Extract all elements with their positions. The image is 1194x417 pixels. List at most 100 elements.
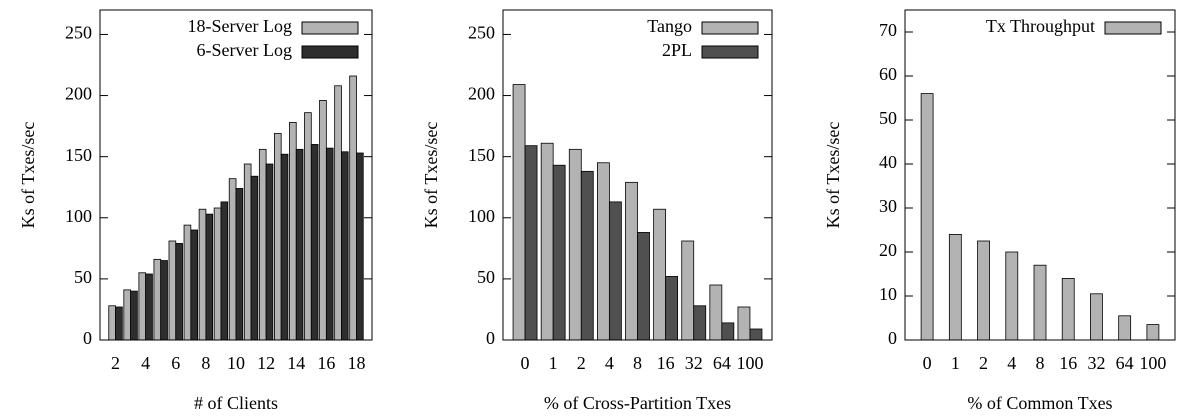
plot-frame bbox=[904, 9, 1176, 341]
bar bbox=[552, 164, 566, 341]
x-tick-label: 100 bbox=[736, 353, 763, 373]
bar bbox=[709, 284, 723, 341]
bar bbox=[1061, 277, 1075, 341]
y-tick-label: 70 bbox=[879, 20, 897, 40]
bar bbox=[325, 147, 334, 341]
bar bbox=[235, 188, 244, 341]
x-tick-label: 16 bbox=[317, 353, 335, 373]
bar bbox=[160, 260, 168, 341]
bar bbox=[138, 272, 147, 341]
bar bbox=[153, 258, 162, 341]
bar bbox=[1005, 251, 1019, 341]
x-tick-label: 8 bbox=[1036, 353, 1045, 373]
bar bbox=[265, 163, 274, 341]
bar bbox=[349, 75, 357, 341]
y-tick-label: 50 bbox=[477, 267, 495, 287]
bar bbox=[168, 240, 177, 341]
y-tick-label: 0 bbox=[83, 328, 92, 348]
y-tick-label: 40 bbox=[879, 152, 897, 172]
bar bbox=[524, 145, 538, 341]
y-tick-label: 50 bbox=[74, 267, 92, 287]
bar bbox=[205, 213, 214, 341]
y-tick-label: 0 bbox=[486, 328, 495, 348]
x-tick-label: 2 bbox=[111, 353, 120, 373]
x-tick-label: 2 bbox=[577, 353, 586, 373]
legend-swatch bbox=[701, 45, 759, 59]
x-tick-label: 64 bbox=[713, 353, 731, 373]
y-tick-label: 200 bbox=[65, 84, 92, 104]
bar bbox=[681, 240, 695, 341]
bar bbox=[198, 208, 207, 341]
bar bbox=[568, 148, 582, 341]
y-tick-label: 200 bbox=[468, 84, 495, 104]
legend-swatch bbox=[1104, 21, 1162, 35]
y-tick-label: 20 bbox=[879, 240, 897, 260]
bar bbox=[1090, 293, 1103, 341]
bar bbox=[289, 122, 297, 341]
y-tick-label: 0 bbox=[888, 328, 897, 348]
y-tick-label: 250 bbox=[65, 23, 92, 43]
bar bbox=[108, 305, 116, 341]
bar bbox=[580, 170, 594, 341]
x-axis-label: % of Common Txes bbox=[967, 393, 1112, 413]
legend-label: Tx Throughput bbox=[986, 16, 1095, 36]
bar bbox=[258, 148, 267, 341]
plot-frame bbox=[502, 9, 773, 341]
y-tick-label: 30 bbox=[879, 196, 897, 216]
bar bbox=[190, 229, 199, 341]
legend-label: Tango bbox=[647, 16, 692, 36]
bar bbox=[625, 181, 638, 341]
bar bbox=[665, 276, 679, 341]
bar bbox=[183, 224, 192, 341]
x-tick-label: 1 bbox=[549, 353, 558, 373]
x-tick-label: 16 bbox=[1059, 353, 1077, 373]
y-tick-label: 100 bbox=[65, 206, 92, 226]
bar bbox=[721, 322, 735, 341]
bar bbox=[693, 305, 707, 341]
bar bbox=[596, 162, 610, 341]
y-axis-label: Ks of Txes/sec bbox=[18, 122, 38, 229]
bar bbox=[948, 233, 962, 341]
legend-label: 18-Server Log bbox=[188, 16, 292, 36]
bar bbox=[228, 178, 237, 341]
legend-label: 6-Server Log bbox=[197, 40, 292, 60]
plot-frame bbox=[99, 9, 373, 341]
x-tick-label: 12 bbox=[257, 353, 275, 373]
x-tick-label: 4 bbox=[605, 353, 614, 373]
bar bbox=[737, 306, 751, 341]
bar bbox=[213, 207, 222, 341]
legend-label: 2PL bbox=[662, 40, 692, 60]
legend-swatch bbox=[301, 45, 359, 59]
y-axis-label: Ks of Txes/sec bbox=[823, 122, 843, 229]
x-tick-label: 16 bbox=[657, 353, 675, 373]
x-tick-label: 100 bbox=[1139, 353, 1166, 373]
x-tick-label: 8 bbox=[201, 353, 210, 373]
x-tick-label: 0 bbox=[521, 353, 530, 373]
x-tick-label: 64 bbox=[1116, 353, 1134, 373]
bar bbox=[341, 151, 349, 341]
bar bbox=[637, 232, 650, 341]
legend-swatch bbox=[301, 21, 359, 35]
x-tick-label: 1 bbox=[951, 353, 960, 373]
x-tick-label: 0 bbox=[923, 353, 932, 373]
bar bbox=[273, 133, 282, 341]
x-tick-label: 4 bbox=[1007, 353, 1016, 373]
y-tick-label: 150 bbox=[468, 145, 495, 165]
x-tick-label: 14 bbox=[287, 353, 305, 373]
bar bbox=[280, 153, 289, 341]
x-tick-label: 10 bbox=[227, 353, 245, 373]
x-tick-label: 32 bbox=[685, 353, 703, 373]
bar bbox=[920, 93, 934, 341]
bar bbox=[749, 328, 763, 341]
x-tick-label: 2 bbox=[979, 353, 988, 373]
bar bbox=[310, 144, 319, 341]
x-tick-label: 4 bbox=[141, 353, 150, 373]
bar bbox=[977, 240, 990, 341]
bar bbox=[356, 152, 364, 341]
x-tick-label: 6 bbox=[171, 353, 180, 373]
bar bbox=[512, 84, 526, 341]
x-axis-label: # of Clients bbox=[194, 393, 278, 413]
bar bbox=[243, 163, 252, 341]
x-tick-label: 8 bbox=[633, 353, 642, 373]
